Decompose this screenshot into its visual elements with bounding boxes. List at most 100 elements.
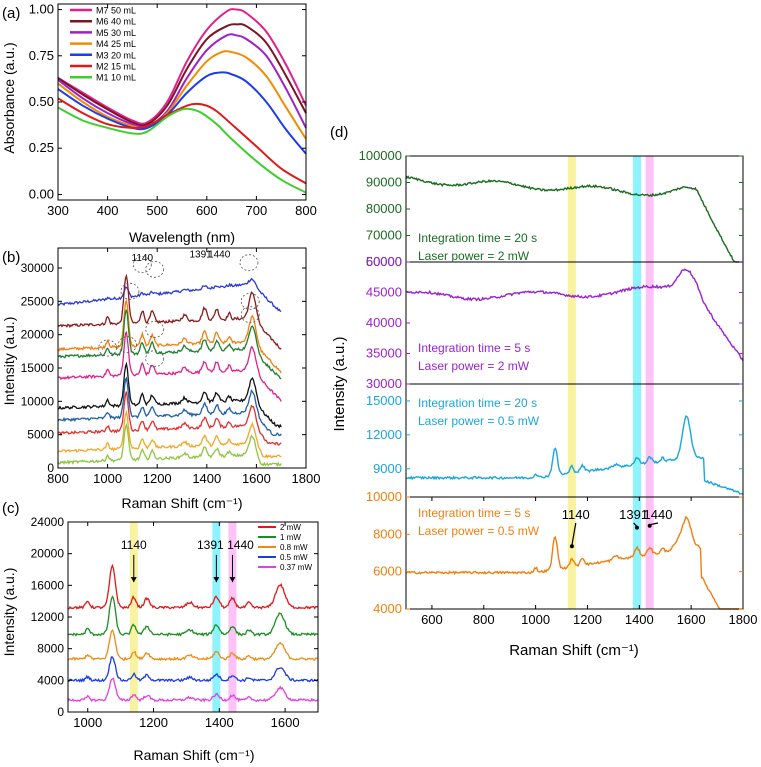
x-tick-label: 1600: [677, 612, 706, 627]
panel-c-axes: 1000 1200 1400 1600040008000120001600020000…: [31, 515, 318, 730]
panel-c-annotations: 1140 1391 1440: [121, 538, 254, 583]
panel-d-texts: Integration time = 20 s Laser power = 2 m…: [418, 231, 673, 549]
y-tick-label: 10000: [21, 394, 55, 408]
series-line-M6-40-mL: [57, 23, 307, 127]
series-line-2: [405, 415, 744, 495]
dotted-circle: [145, 350, 165, 368]
series-line-9: [57, 422, 282, 468]
panel-d-highlight-bands: [567, 156, 654, 609]
panel-d-series: [405, 175, 744, 610]
x-tick-label: 1000: [73, 715, 102, 730]
peak-label: 1391: [619, 507, 648, 522]
peak-label: 1140: [562, 507, 590, 522]
arrow-head: [229, 577, 236, 583]
y-tick-label: 0: [47, 461, 54, 475]
y-tick-label: 0: [57, 705, 64, 719]
y-tick-label: 8000: [37, 642, 64, 656]
y-tick-label: 90000: [366, 175, 402, 190]
panel-c-legend: 2 mW1 mW0.8 mW0.5 mW0.37 mW: [258, 523, 312, 572]
peak-label: 1391: [197, 538, 224, 552]
dotted-circle: [132, 256, 152, 274]
y-tick-label: 60000: [366, 254, 402, 269]
arrow-line: [571, 522, 577, 546]
dotted-circle: [145, 320, 165, 338]
x-tick-label: 1200: [139, 715, 168, 730]
panel-d-axes: 60000 70000 80000 90000 100000 30000 35000 4000…: [359, 148, 758, 627]
x-tick-label: 600: [196, 203, 218, 218]
series-line-4: [57, 330, 282, 402]
x-tick-label: 1400: [205, 715, 234, 730]
series-line-5: [57, 361, 282, 429]
y-tick-label: 15000: [21, 361, 55, 375]
panel-a-xlabel: Wavelength (nm): [129, 229, 235, 245]
legend-label: M5 30 mL: [96, 28, 136, 38]
x-tick-label: 700: [246, 203, 268, 218]
panel-c: 1000 1200 1400 1600040008000120001600020000…: [1, 500, 319, 763]
x-tick-label: 1400: [192, 471, 221, 486]
legend-label: 0.5 mW: [280, 553, 308, 562]
x-tick-label: 600: [421, 612, 443, 627]
y-tick-label: 30000: [21, 261, 55, 275]
panel-a-label: (a): [2, 5, 20, 22]
panel-b-dotted-circles: [98, 254, 260, 368]
series-line-8: [57, 409, 282, 459]
series-line-0.5-mW: [67, 656, 319, 683]
condition-text-2: Laser power = 2 mW: [418, 249, 530, 263]
panel-b: 800 1000 1200 1400 1600 1800 0 5000 10000 15000 20…: [1, 247, 320, 511]
y-tick-label: 12000: [366, 427, 402, 442]
panel-d: 60000 70000 80000 90000 100000 30000 35000 4000…: [330, 124, 757, 659]
subplot-frame: [405, 496, 744, 610]
peak-label: 1440: [644, 507, 673, 522]
dotted-circle: [98, 339, 117, 357]
panel-b-xlabel: Raman Shift (cm⁻¹): [122, 495, 243, 511]
x-tick-label: 800: [47, 471, 69, 486]
series-line-M4-25-mL: [57, 50, 307, 140]
x-tick-label: 400: [97, 203, 119, 218]
series-line-M2-15-mL: [57, 97, 307, 185]
dotted-circle: [120, 282, 140, 300]
dotted-circle: [239, 254, 259, 272]
legend-label: M6 40 mL: [96, 17, 136, 27]
peak-label: 1440: [208, 250, 231, 261]
panel-a-axes: 300 400 500 600 700 800 0.00 0.25 0.50 0.75 1.00: [29, 2, 317, 218]
y-tick-label: 24000: [31, 515, 65, 529]
series-line-3: [57, 309, 282, 380]
series-line-0.37-mW: [67, 677, 318, 703]
highlight-band: [632, 156, 641, 609]
series-line-7: [57, 391, 282, 446]
panel-c-highlight-bands: [129, 522, 237, 712]
panel-d-ylabel: Intensity (a.u.): [331, 336, 348, 431]
x-tick-label: 1600: [271, 715, 300, 730]
dotted-circle: [145, 260, 165, 278]
series-line-M5-30-mL: [57, 33, 307, 129]
x-tick-label: 1000: [93, 471, 122, 486]
series-line-M7-50-mL: [57, 8, 307, 125]
series-line-M3-20-mL: [57, 71, 307, 155]
condition-text-2: Laser power = 2 mW: [418, 359, 530, 373]
y-tick-label: 1.00: [29, 2, 54, 17]
arrow-head: [213, 577, 220, 583]
series-line-2: [57, 299, 282, 374]
y-tick-label: 16000: [31, 578, 65, 592]
panel-b-frame: [57, 247, 307, 469]
condition-text-1: Integration time = 20 s: [418, 231, 537, 245]
y-tick-label: 40000: [366, 315, 402, 330]
highlight-band: [212, 522, 221, 712]
condition-text-2: Laser power = 0.5 mW: [418, 524, 540, 538]
x-tick-label: 1200: [573, 612, 602, 627]
panel-c-series: [67, 563, 319, 703]
y-tick-label: 50000: [366, 254, 402, 269]
y-tick-label: 4000: [373, 601, 402, 616]
y-tick-label: 0.75: [29, 48, 54, 63]
panel-b-label: (b): [2, 249, 20, 266]
panel-b-ylabel: Intensity (a.u.): [1, 317, 17, 406]
panel-a-series: [57, 8, 307, 194]
arrow-head: [634, 525, 639, 530]
condition-text-1: Integration time = 5 s: [418, 341, 530, 355]
y-tick-label: 9000: [373, 461, 402, 476]
legend-label: M7 50 mL: [96, 6, 136, 16]
series-line-2-mW: [67, 563, 318, 610]
